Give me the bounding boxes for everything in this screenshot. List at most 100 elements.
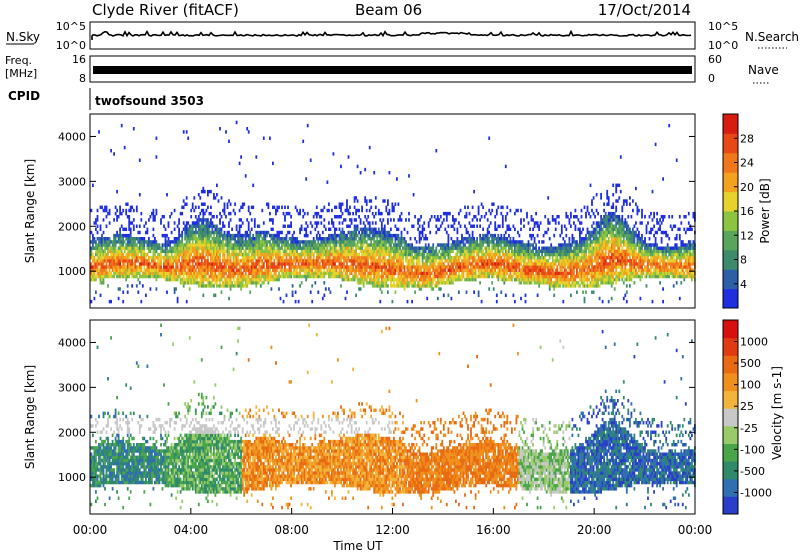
range-cell xyxy=(208,246,211,250)
range-cell xyxy=(551,246,554,250)
range-cell xyxy=(420,265,422,269)
range-cell xyxy=(495,293,498,298)
range-cell xyxy=(409,271,412,276)
range-cell xyxy=(494,255,497,260)
range-cell xyxy=(485,255,488,260)
range-cell xyxy=(308,262,311,266)
range-cell xyxy=(300,224,303,228)
range-cell xyxy=(344,246,347,250)
range-cell xyxy=(312,274,315,279)
range-cell xyxy=(244,246,247,250)
range-cell xyxy=(207,277,209,282)
range-cell xyxy=(300,259,303,263)
range-cell xyxy=(285,259,288,263)
range-cell xyxy=(458,240,460,244)
range-cell xyxy=(197,230,200,235)
range-cell xyxy=(229,240,232,244)
nave-tick-bottom: 0 xyxy=(708,72,715,85)
range-cell xyxy=(444,268,447,272)
range-cell xyxy=(542,277,545,282)
range-cell xyxy=(334,243,336,247)
range-cell xyxy=(361,262,363,266)
range-cell xyxy=(470,243,472,247)
range-cell xyxy=(243,233,246,238)
range-cell xyxy=(491,255,494,260)
range-cell xyxy=(299,246,301,250)
range-cell xyxy=(235,277,238,282)
range-cell xyxy=(200,268,203,272)
range-cell xyxy=(450,271,453,276)
range-cell xyxy=(226,274,229,279)
range-cell xyxy=(101,249,103,254)
range-cell xyxy=(200,277,203,282)
range-cell xyxy=(444,249,447,254)
range-cell xyxy=(241,240,244,244)
range-cell xyxy=(128,274,131,279)
range-cell xyxy=(489,240,492,244)
range-cell xyxy=(452,274,454,279)
range-cell xyxy=(181,255,184,260)
range-cell xyxy=(331,268,333,272)
range-cell xyxy=(406,259,409,263)
range-cell xyxy=(544,265,547,269)
range-cell xyxy=(424,274,427,279)
range-cell xyxy=(397,240,400,244)
range-cell xyxy=(132,252,135,257)
range-cell xyxy=(241,281,244,285)
range-cell xyxy=(488,252,491,257)
range-cell xyxy=(358,255,360,260)
range-cell xyxy=(533,265,536,269)
range-cell xyxy=(166,243,168,247)
range-cell xyxy=(408,246,410,250)
range-cell xyxy=(269,274,271,279)
range-cell xyxy=(504,164,507,169)
range-cell xyxy=(329,227,332,232)
range-cell xyxy=(90,262,93,266)
range-cell xyxy=(524,246,527,250)
range-cell xyxy=(166,252,168,257)
range-cell xyxy=(155,277,158,282)
range-cell xyxy=(197,243,200,247)
range-cell xyxy=(264,249,267,254)
range-cell xyxy=(300,240,303,244)
range-cell xyxy=(238,224,241,228)
range-cell xyxy=(368,221,371,225)
range-cell xyxy=(383,249,386,254)
range-cell xyxy=(335,252,338,257)
freq-label-line1: Freq. xyxy=(5,54,32,67)
range-cell xyxy=(547,249,550,254)
range-cell xyxy=(405,243,407,247)
range-cell xyxy=(480,271,483,276)
range-cell xyxy=(272,243,274,247)
range-cell xyxy=(178,246,180,250)
range-cell xyxy=(108,208,111,213)
range-cell xyxy=(129,221,132,225)
range-cell xyxy=(320,271,323,276)
range-cell xyxy=(222,284,224,288)
range-cell xyxy=(468,255,471,260)
range-cell xyxy=(488,274,491,279)
range-cell xyxy=(222,240,224,244)
range-cell xyxy=(391,246,394,250)
range-cell xyxy=(371,281,374,285)
range-cell xyxy=(506,265,509,269)
range-cell xyxy=(343,218,345,222)
range-cell xyxy=(350,243,353,247)
range-cell xyxy=(143,246,146,250)
range-cell xyxy=(203,271,206,276)
range-cell xyxy=(281,237,283,241)
range-cell xyxy=(497,205,500,210)
range-cell xyxy=(145,262,147,266)
range-cell xyxy=(374,249,377,254)
range-cell xyxy=(193,255,196,260)
range-cell xyxy=(383,284,386,288)
range-cell xyxy=(161,246,164,250)
range-cell xyxy=(154,246,156,250)
range-cell xyxy=(494,252,497,257)
range-cell xyxy=(240,265,242,269)
range-cell xyxy=(471,249,474,254)
range-cell xyxy=(332,249,335,254)
range-cell xyxy=(556,277,559,282)
range-cell xyxy=(232,268,235,272)
range-cell xyxy=(334,274,336,279)
